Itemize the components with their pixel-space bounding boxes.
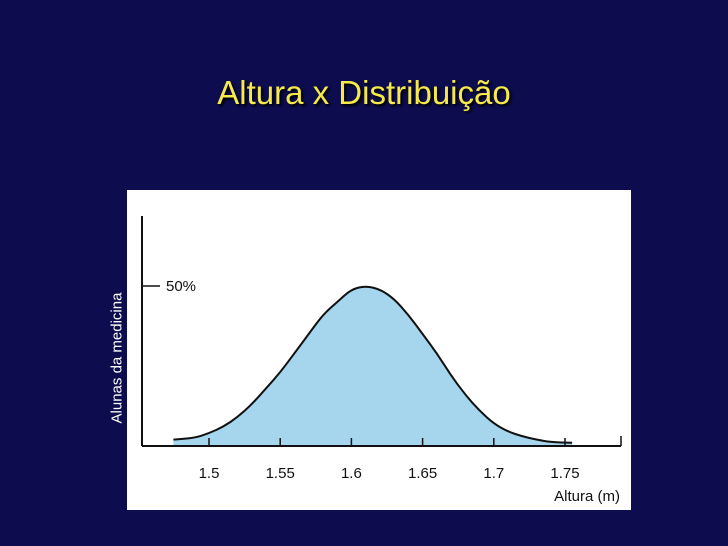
x-axis-label: Altura (m) [554,488,620,505]
y-tick-label: 50% [166,278,196,295]
x-tick-label: 1.6 [341,465,362,482]
x-ticks: 1.5 1.55 1.6 1.65 1.7 1.75 [199,436,622,482]
slide-title: Altura x Distribuição [217,74,511,111]
x-tick-label: 1.65 [408,465,437,482]
y-axis-label: Alunas da medicina [108,292,126,424]
distribution-area [173,286,573,446]
x-tick-label: 1.7 [483,465,504,482]
x-tick-label: 1.75 [550,465,579,482]
x-tick-label: 1.5 [199,465,220,482]
y-ticks: 50% [143,278,196,295]
distribution-chart: 1.5 1.55 1.6 1.65 1.7 1.75 50% Altura (m) [141,216,622,505]
distribution-curve [173,285,573,444]
x-tick-label: 1.55 [266,465,295,482]
chart-card: 1.5 1.55 1.6 1.65 1.7 1.75 50% Altura (m) [127,190,631,510]
